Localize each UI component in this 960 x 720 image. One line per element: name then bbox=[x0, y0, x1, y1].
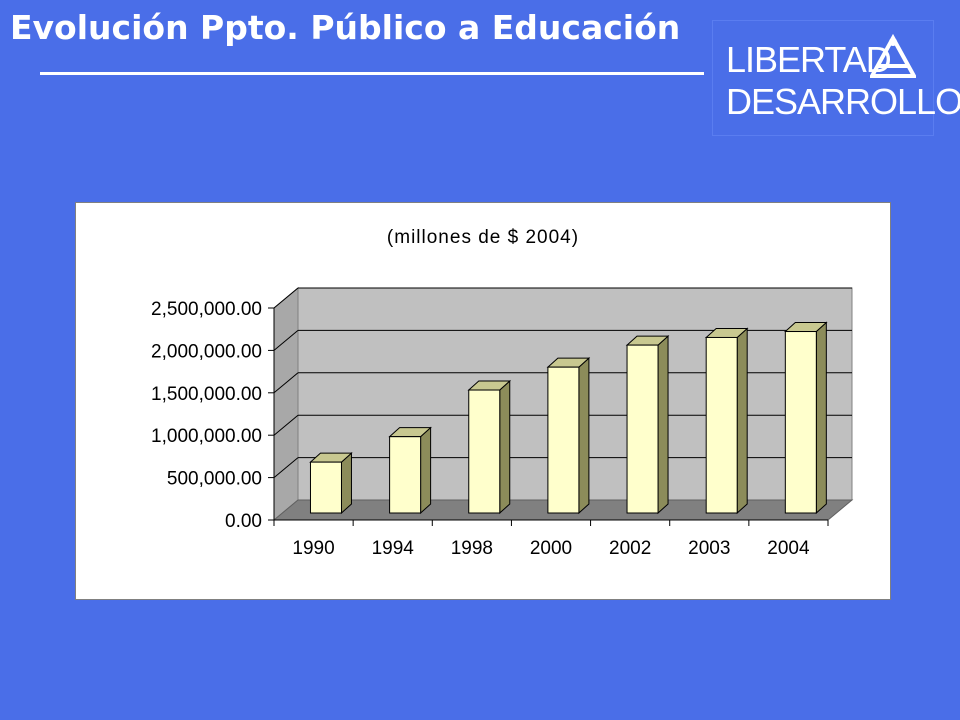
logo-line-2: DESARROLLO bbox=[726, 81, 960, 122]
y-tick-label: 2,000,000.00 bbox=[151, 341, 262, 362]
bar bbox=[389, 436, 422, 514]
y-tick-label: 1,500,000.00 bbox=[151, 384, 262, 405]
bar-side bbox=[657, 334, 669, 515]
chart-title: (millones de $ 2004) bbox=[387, 227, 579, 248]
logo-line-1: LIBERTAD bbox=[726, 39, 892, 80]
bar-side bbox=[420, 426, 432, 515]
x-tick-label: 2003 bbox=[688, 538, 730, 559]
y-tick-label: 0.00 bbox=[225, 511, 262, 532]
bar-side bbox=[499, 379, 511, 515]
chart-container: (millones de $ 2004) 0.00 500,000.00 1,000,… bbox=[75, 202, 891, 600]
bar-chart: (millones de $ 2004) 0.00 500,000.00 1,000,… bbox=[151, 227, 854, 559]
gridline-diagonal bbox=[273, 330, 299, 351]
bar bbox=[705, 336, 738, 514]
gridline-diagonal bbox=[273, 414, 299, 436]
slide-title: Evolución Ppto. Público a Educación bbox=[10, 8, 681, 47]
bar-side bbox=[736, 327, 748, 515]
bar bbox=[309, 461, 342, 514]
x-tick-label: 1994 bbox=[372, 538, 415, 559]
bar bbox=[547, 366, 580, 514]
y-tick-label: 1,000,000.00 bbox=[151, 426, 262, 447]
gridline-diagonal bbox=[273, 457, 299, 478]
bar-side bbox=[815, 321, 827, 515]
gridline-diagonal bbox=[273, 287, 299, 309]
libertad-desarrollo-logo: LIBERTAD DESARROLLO bbox=[712, 20, 960, 136]
gridline-diagonal bbox=[273, 372, 299, 394]
x-tick-label: 2002 bbox=[609, 538, 651, 559]
bar bbox=[626, 344, 659, 514]
y-tick-label: 2,500,000.00 bbox=[151, 299, 262, 320]
y-tick-label: 500,000.00 bbox=[167, 469, 262, 490]
bar bbox=[468, 389, 501, 514]
title-divider bbox=[40, 72, 704, 75]
x-tick-label: 1990 bbox=[292, 538, 334, 559]
bar-side bbox=[340, 451, 352, 515]
bar-side bbox=[578, 357, 590, 515]
x-tick-label: 2000 bbox=[530, 538, 572, 559]
x-tick-label: 1998 bbox=[451, 538, 493, 559]
plot-side-wall bbox=[273, 286, 299, 522]
bar bbox=[784, 331, 817, 514]
triangle-person-mark-icon bbox=[870, 34, 916, 78]
x-tick-label: 2004 bbox=[767, 538, 810, 559]
